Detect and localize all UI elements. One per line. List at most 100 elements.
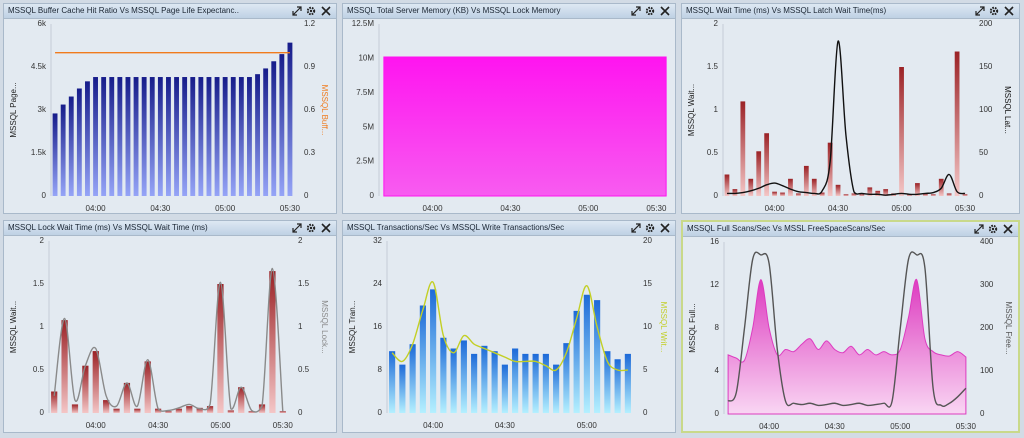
bar — [542, 353, 549, 413]
x-tick-label: 04:30 — [495, 421, 516, 430]
line — [727, 251, 967, 408]
y2-axis-label: MSSQL Buff... — [320, 85, 329, 136]
bar — [134, 408, 141, 413]
expand-button[interactable] — [631, 223, 641, 233]
bar — [238, 387, 245, 413]
bar — [563, 343, 570, 413]
bar — [60, 104, 66, 196]
close-button[interactable] — [321, 6, 331, 16]
x-tick-label: 04:30 — [500, 204, 521, 213]
bar — [583, 294, 590, 413]
bar — [166, 77, 171, 196]
y2-tick-label: 15 — [643, 279, 652, 288]
x-tick-label: 04:30 — [828, 204, 849, 213]
bar — [883, 189, 889, 196]
y2-tick-label: 200 — [980, 323, 994, 332]
chart: 0 4 8 12 16 0 100 200 300 400 MSSQL Full... MSSQL F… — [688, 237, 1013, 431]
chart-panel: MSSQL Total Server Memory (KB) Vs MSSQL … — [342, 3, 676, 214]
bar — [827, 142, 833, 196]
settings-button[interactable] — [645, 6, 655, 16]
bar — [198, 77, 204, 196]
bar — [748, 178, 754, 196]
x-tick-label: 04:30 — [150, 204, 171, 213]
y-tick-label: 0.5 — [33, 365, 45, 374]
chart-title: MSSQL Full Scans/Sec Vs MSSL FreeSpaceSc… — [687, 224, 886, 233]
bar — [430, 289, 437, 413]
y2-axis-label: MSSQL Lock... — [320, 300, 329, 354]
settings-button[interactable] — [645, 223, 655, 233]
panel-icons — [292, 6, 331, 16]
expand-icon — [631, 223, 641, 233]
expand-button[interactable] — [975, 6, 985, 16]
y-tick-label: 12.5M — [352, 19, 375, 28]
settings-button[interactable] — [306, 223, 316, 233]
bar — [922, 193, 928, 196]
y-tick-label: 16 — [373, 322, 382, 331]
bar — [732, 189, 738, 196]
bar — [230, 77, 236, 196]
settings-button[interactable] — [989, 6, 999, 16]
x-tick-label: 04:30 — [825, 422, 846, 431]
bar — [867, 187, 873, 196]
y-tick-label: 1.5 — [33, 279, 45, 288]
bar — [117, 77, 123, 196]
y2-tick-label: 0.9 — [304, 62, 316, 71]
close-button[interactable] — [321, 223, 331, 233]
bar — [222, 77, 228, 196]
close-button[interactable] — [1004, 6, 1014, 16]
bar — [217, 284, 224, 413]
expand-icon — [292, 223, 302, 233]
y2-tick-label: 150 — [979, 62, 993, 71]
x-tick-label: 05:00 — [577, 421, 598, 430]
bar — [803, 165, 809, 196]
bar — [409, 344, 416, 413]
bar — [154, 408, 162, 413]
settings-button[interactable] — [988, 224, 998, 234]
bar — [915, 183, 920, 196]
settings-button[interactable] — [306, 6, 316, 16]
close-button[interactable] — [1003, 224, 1013, 234]
bar — [123, 382, 131, 413]
y-axis-label: MSSQL Wait... — [687, 84, 696, 136]
y-tick-label: 24 — [373, 279, 382, 288]
chart-panel: MSSQL Full Scans/Sec Vs MSSL FreeSpaceSc… — [681, 220, 1020, 433]
expand-button[interactable] — [292, 6, 302, 16]
expand-button[interactable] — [974, 224, 984, 234]
expand-button[interactable] — [292, 223, 302, 233]
bar — [186, 406, 193, 413]
panel-icons — [974, 224, 1013, 234]
panel-icons — [631, 223, 670, 233]
bar — [125, 77, 131, 196]
expand-icon — [631, 6, 641, 16]
y2-tick-label: 20 — [643, 236, 652, 245]
chart: 0 8 16 24 32 0 5 10 15 20 MSSQL Tran... MSSQL Writ.… — [348, 236, 668, 430]
bar — [819, 192, 825, 196]
bar — [214, 77, 220, 196]
y2-tick-label: 0 — [298, 408, 303, 417]
x-tick-label: 04:00 — [759, 422, 780, 431]
y2-tick-label: 0 — [980, 409, 985, 418]
y-tick-label: 32 — [373, 236, 382, 245]
chart: 0 1.5k 3k 4.5k 6k 0 0.3 0.6 0.9 1.2 MSSQL Page... M… — [9, 19, 329, 213]
bar — [82, 365, 89, 413]
close-icon — [660, 6, 670, 16]
bar — [450, 348, 457, 413]
line — [53, 267, 284, 413]
expand-button[interactable] — [631, 6, 641, 16]
bar — [491, 351, 498, 413]
bar — [227, 410, 234, 413]
y-tick-label: 0 — [370, 191, 375, 200]
close-button[interactable] — [660, 223, 670, 233]
bar — [532, 353, 539, 413]
y2-tick-label: 100 — [980, 366, 994, 375]
bar — [796, 193, 801, 196]
bar — [764, 133, 770, 196]
bar — [196, 407, 203, 413]
panel-header: MSSQL Total Server Memory (KB) Vs MSSQL … — [343, 4, 675, 19]
chart-title: MSSQL Lock Wait Time (ms) Vs MSSQL Wait … — [8, 223, 208, 232]
y2-tick-label: 0.5 — [298, 365, 310, 374]
gear-hub — [992, 9, 996, 13]
chart-panel: MSSQL Wait Time (ms) Vs MSSQL Latch Wait… — [681, 3, 1020, 214]
bar — [724, 174, 730, 196]
close-button[interactable] — [660, 6, 670, 16]
